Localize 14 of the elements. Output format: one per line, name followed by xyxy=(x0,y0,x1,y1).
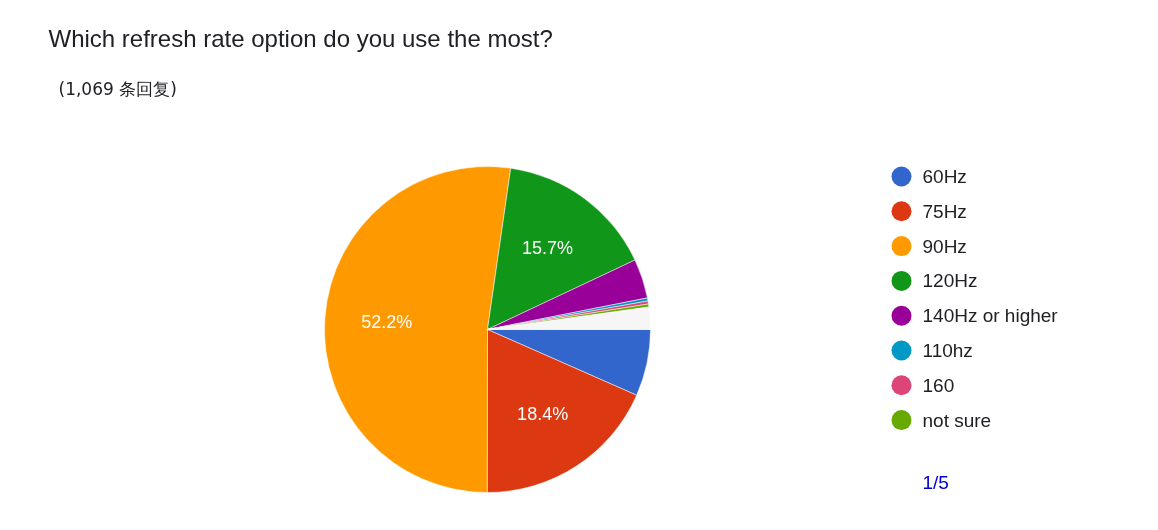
legend-label: 90Hz xyxy=(922,235,967,257)
text: (1,069 条回复) xyxy=(58,78,177,99)
data-label: 18.4% xyxy=(517,404,569,425)
legend-label: 160 xyxy=(922,374,955,396)
legend-label: 60Hz xyxy=(922,166,967,187)
chart-title: Which refresh rate option do you use the most? xyxy=(48,25,553,52)
data-label: 15.7% xyxy=(522,238,574,259)
legend-label: 110hz xyxy=(922,340,973,361)
legend-label: 120Hz xyxy=(922,270,978,292)
text: 1/5 xyxy=(922,472,949,493)
legend-label: not sure xyxy=(922,409,992,431)
data-label: 52.2% xyxy=(361,312,413,333)
legend-label: 140Hz or higher xyxy=(922,305,1059,327)
legend-label: 75Hz xyxy=(922,200,967,222)
